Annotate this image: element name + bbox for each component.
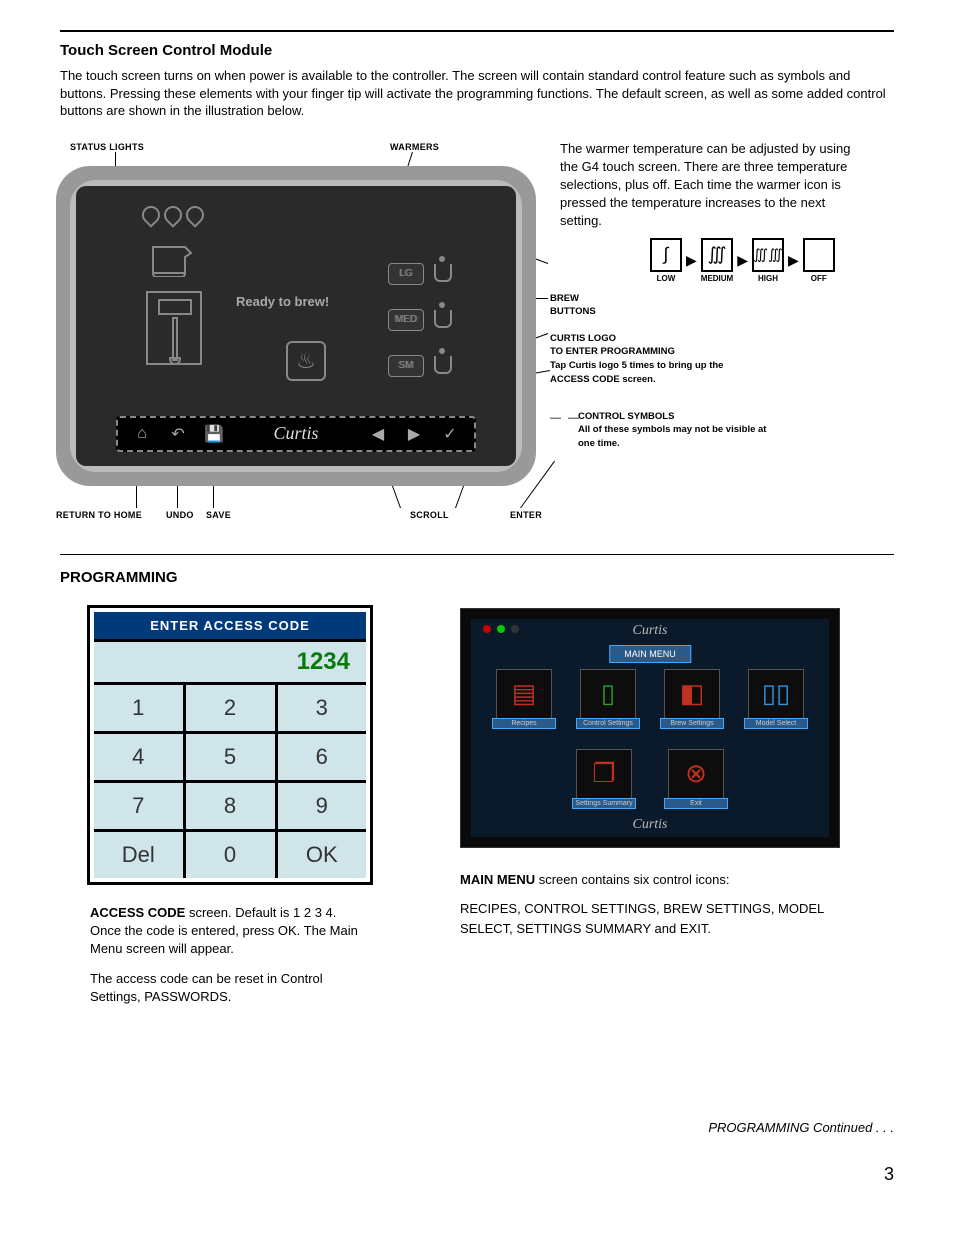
key-6[interactable]: 6 (276, 732, 368, 781)
ready-status: Ready to brew! (236, 294, 329, 309)
warmer-description: The warmer temperature can be adjusted b… (560, 140, 870, 231)
key-8[interactable]: 8 (184, 781, 276, 830)
warmer-high-label: HIGH (758, 274, 778, 283)
pitcher-icon (149, 243, 195, 277)
keypad-display: 1234 (92, 640, 368, 683)
arrow-icon: ▶ (788, 252, 799, 269)
warmer-high-icon: ∭∭ (752, 238, 784, 272)
key-del[interactable]: Del (92, 830, 184, 880)
diagram-area: STATUS LIGHTS WARMERS The warmer tempera… (60, 140, 894, 540)
section-intro: The touch screen turns on when power is … (60, 67, 894, 120)
main-menu-photo: Curtis MAIN MENU ▤Recipes▯Control Settin… (460, 608, 840, 848)
callout-return-home: RETURN TO HOME (56, 510, 142, 520)
section-title: Touch Screen Control Module (60, 42, 894, 59)
menu-item[interactable]: ▤Recipes (485, 669, 563, 729)
touch-screen[interactable]: Ready to brew! ♨ LG MED SM ⌂ ↶ 💾 Curtis … (76, 186, 516, 466)
brew-lg-button[interactable]: LG (388, 256, 472, 292)
callout-scroll: SCROLL (410, 510, 449, 520)
cup-icon (434, 310, 452, 330)
main-menu-title: MAIN MENU (609, 645, 691, 663)
menu-status-lights (483, 625, 519, 633)
menu-item[interactable]: ▯▯Model Select (737, 669, 815, 729)
arrow-icon: ▶ (737, 252, 748, 269)
brew-med-button[interactable]: MED (388, 302, 472, 338)
warmer-med-label: MEDIUM (701, 274, 733, 283)
home-icon[interactable]: ⌂ (132, 424, 152, 444)
undo-icon[interactable]: ↶ (168, 424, 188, 444)
curtis-logo[interactable]: Curtis (240, 423, 352, 444)
menu-description: MAIN MENU screen contains six control ic… (460, 870, 840, 939)
key-0[interactable]: 0 (184, 830, 276, 880)
warmer-low-icon: ∫ (650, 238, 682, 272)
warmer-levels-row: ∫ LOW ▶ ∭ MEDIUM ▶ ∭∭ HIGH ▶ OFF (650, 238, 835, 283)
key-5[interactable]: 5 (184, 732, 276, 781)
key-ok[interactable]: OK (276, 830, 368, 880)
keypad: ENTER ACCESS CODE 1234 123 456 789 Del0O… (90, 608, 370, 882)
key-4[interactable]: 4 (92, 732, 184, 781)
cup-icon (434, 356, 452, 376)
callout-enter: ENTER (510, 510, 542, 520)
brew-sm-button[interactable]: SM (388, 348, 472, 384)
key-2[interactable]: 2 (184, 683, 276, 732)
key-7[interactable]: 7 (92, 781, 184, 830)
save-icon[interactable]: 💾 (204, 424, 224, 444)
menu-item[interactable]: ◧Brew Settings (653, 669, 731, 729)
warmer-off-icon (803, 238, 835, 272)
status-lights-icon (142, 204, 202, 224)
callout-undo: UNDO (166, 510, 194, 520)
warmer-med-icon: ∭ (701, 238, 733, 272)
nav-strip: ⌂ ↶ 💾 Curtis ◀ ▶ ✓ (116, 416, 476, 452)
callout-status-lights: STATUS LIGHTS (70, 142, 144, 152)
warmer-low-label: LOW (657, 274, 676, 283)
callout-warmers: WARMERS (390, 142, 439, 152)
key-3[interactable]: 3 (276, 683, 368, 732)
callout-save: SAVE (206, 510, 231, 520)
callout-curtis-logo: CURTIS LOGO TO ENTER PROGRAMMING Tap Cur… (550, 332, 750, 387)
keypad-description: ACCESS CODE screen. Default is 1 2 3 4. … (90, 904, 370, 1007)
menu-item[interactable]: ▯Control Settings (569, 669, 647, 729)
callout-control-symbols: CONTROL SYMBOLS All of these symbols may… (578, 410, 778, 451)
continued-label: PROGRAMMING Continued . . . (708, 1120, 894, 1135)
warmer-button[interactable]: ♨ (286, 341, 326, 381)
brewer-icon (146, 291, 206, 371)
curtis-logo: Curtis (632, 623, 667, 639)
curtis-logo: Curtis (632, 817, 667, 833)
cup-icon (434, 264, 452, 284)
menu-item[interactable]: ⊗Exit (664, 749, 728, 809)
arrow-icon: ▶ (686, 252, 697, 269)
key-1[interactable]: 1 (92, 683, 184, 732)
dash-leader: — — (550, 412, 581, 424)
page-number: 3 (884, 1164, 894, 1185)
callout-brew-buttons: BREWBUTTONS (550, 292, 596, 320)
keypad-header: ENTER ACCESS CODE (92, 610, 368, 641)
warmer-off-label: OFF (811, 274, 827, 283)
enter-icon[interactable]: ✓ (440, 424, 460, 444)
menu-item[interactable]: ❐Settings Summary (572, 749, 636, 809)
key-9[interactable]: 9 (276, 781, 368, 830)
scroll-left-icon[interactable]: ◀ (368, 424, 388, 444)
device-mockup: Ready to brew! ♨ LG MED SM ⌂ ↶ 💾 Curtis … (56, 166, 536, 486)
programming-title: PROGRAMMING (60, 569, 894, 586)
scroll-right-icon[interactable]: ▶ (404, 424, 424, 444)
